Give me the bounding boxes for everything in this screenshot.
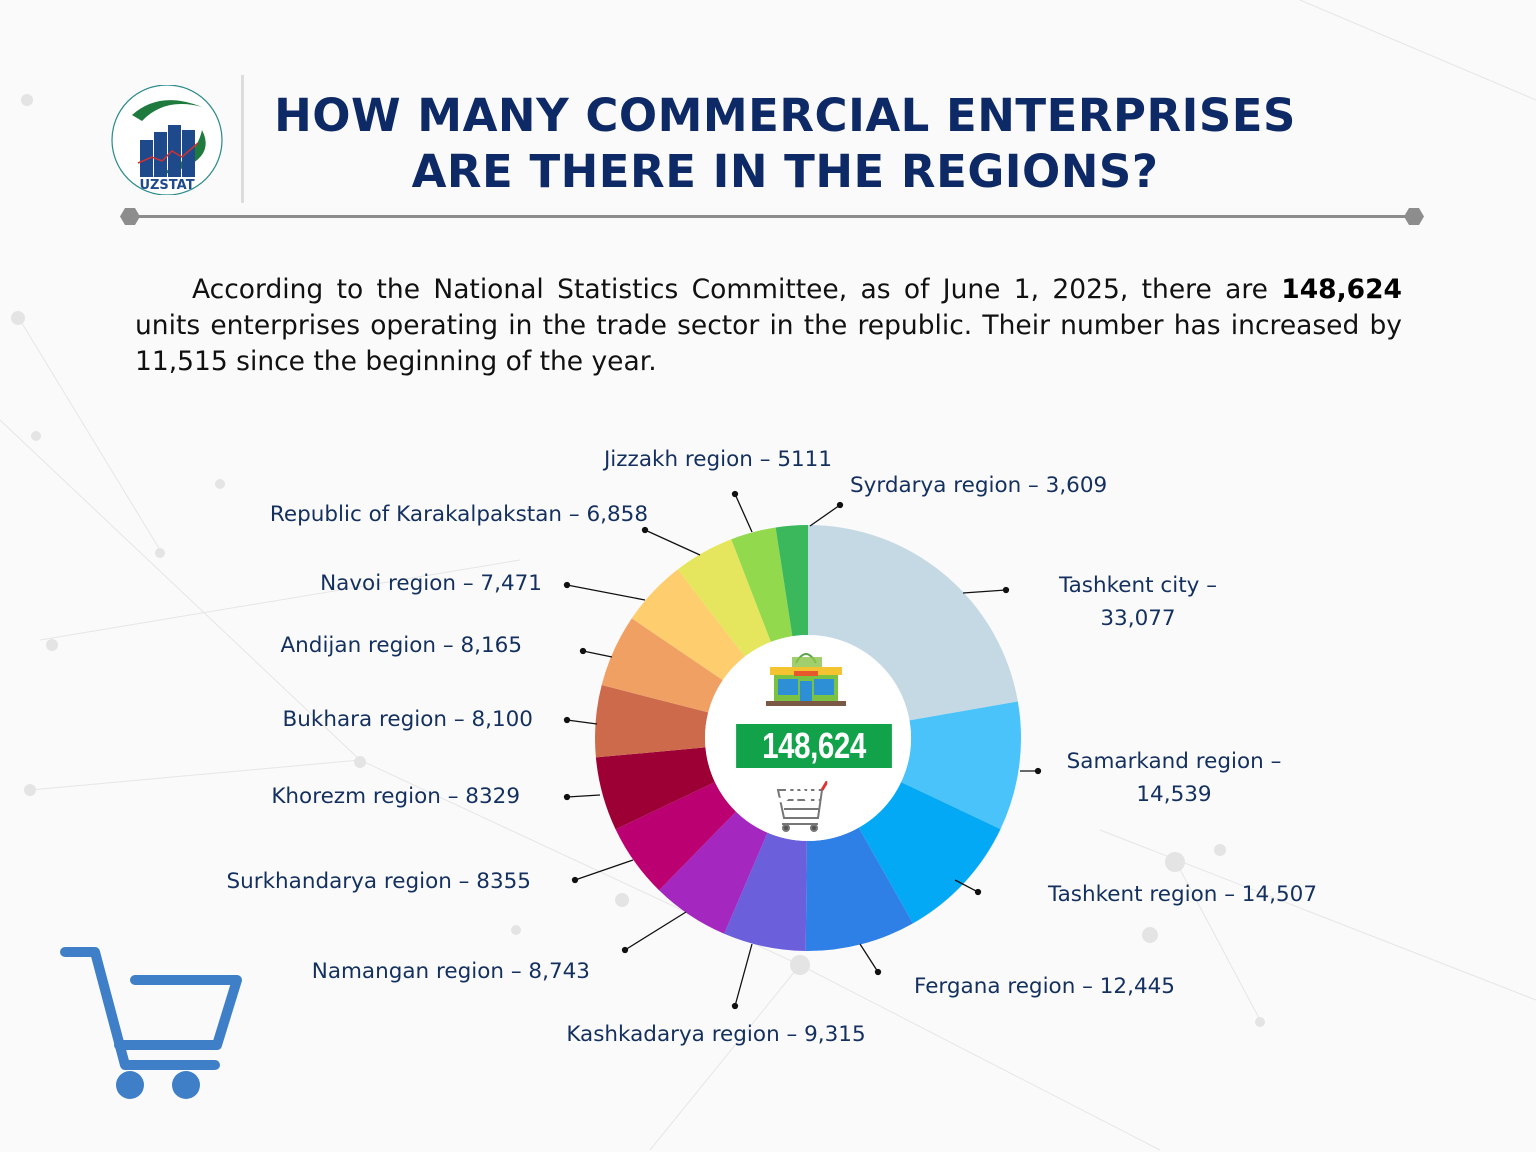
store-icon: [766, 653, 846, 706]
title-line-1: HOW MANY COMMERCIAL ENTERPRISES: [274, 89, 1296, 142]
leader-line: [859, 943, 882, 976]
donut-slice-tashkent-region: [858, 782, 1001, 924]
label-bukhara: Bukhara region – 8,100: [282, 707, 533, 732]
svg-text:UZSTAT: UZSTAT: [139, 178, 194, 193]
leader-line: [1020, 767, 1042, 775]
donut-slice-navoi-region: [631, 569, 745, 681]
intro-text-2: units enterprises operating in the trade…: [135, 310, 1402, 377]
donut-slice-republic-of-karakalpakstan: [677, 539, 771, 657]
shopping-cart-icon: [776, 779, 830, 832]
label-kashkadarya: Kashkadarya region – 9,315: [566, 1022, 866, 1047]
leader-line: [579, 647, 613, 658]
label-tashkent-region: Tashkent region – 14,507: [1048, 882, 1318, 907]
label-surkhandarya: Surkhandarya region – 8355: [226, 869, 531, 894]
header-rule: [130, 215, 1414, 218]
label-fergana: Fergana region – 12,445: [914, 974, 1175, 999]
donut-slice-andijan-region: [601, 618, 723, 713]
donut-slice-tashkent-city: [808, 525, 1018, 721]
shopping-cart-decor-icon: [60, 947, 242, 1099]
label-khorezm: Khorezm region – 8329: [271, 784, 520, 809]
donut-slice-syrdarya-region: [775, 525, 808, 637]
leader-line: [621, 911, 687, 954]
leader-line: [563, 716, 598, 725]
leader-line: [731, 490, 753, 533]
leader-line: [954, 879, 982, 896]
uzstat-logo: UZSTAT: [111, 85, 223, 195]
leader-line: [641, 526, 701, 556]
label-namangan: Namangan region – 8,743: [311, 959, 590, 984]
intro-paragraph: According to the National Statistics Com…: [135, 272, 1402, 380]
donut-slice-surkhandarya-region: [615, 782, 736, 891]
intro-text-1: According to the National Statistics Com…: [192, 274, 1282, 305]
title-line-2: ARE THERE IN THE REGIONS?: [411, 145, 1159, 198]
donut-slice-khorezm-region: [595, 747, 715, 830]
label-navoi: Navoi region – 7,471: [320, 571, 542, 596]
leader-line: [563, 581, 646, 601]
label-syrdarya: Syrdarya region – 3,609: [850, 473, 1108, 498]
donut-slice-kashkadarya-region: [724, 832, 807, 951]
label-tashkent-city: Tashkent city –33,077: [1059, 573, 1217, 631]
donut-slice-bukhara-region: [595, 685, 709, 758]
leader-line: [563, 793, 601, 801]
donut-slice-jizzakh-region: [731, 527, 793, 642]
donut-slice-fergana-region: [805, 827, 913, 951]
leader-line: [571, 859, 634, 884]
label-jizzakh: Jizzakh region – 5111: [603, 447, 833, 472]
rule-endcap-left: [120, 208, 140, 225]
leader-line: [731, 943, 753, 1010]
donut-slice-namangan-region: [659, 811, 768, 934]
label-andijan: Andijan region – 8,165: [280, 633, 522, 658]
leader-line: [809, 501, 844, 527]
leader-line: [962, 586, 1010, 594]
page-title: HOW MANY COMMERCIAL ENTERPRISES ARE THER…: [250, 88, 1320, 200]
intro-total: 148,624: [1281, 274, 1402, 305]
header-divider: [241, 75, 244, 203]
donut-slice-samarkand-region: [901, 701, 1021, 830]
total-units-badge: 148,624 UNITS: [734, 722, 894, 810]
rule-endcap-right: [1404, 208, 1424, 225]
label-samarkand: Samarkand region –14,539: [1066, 749, 1282, 807]
label-karakalpakstan: Republic of Karakalpakstan – 6,858: [269, 502, 648, 527]
